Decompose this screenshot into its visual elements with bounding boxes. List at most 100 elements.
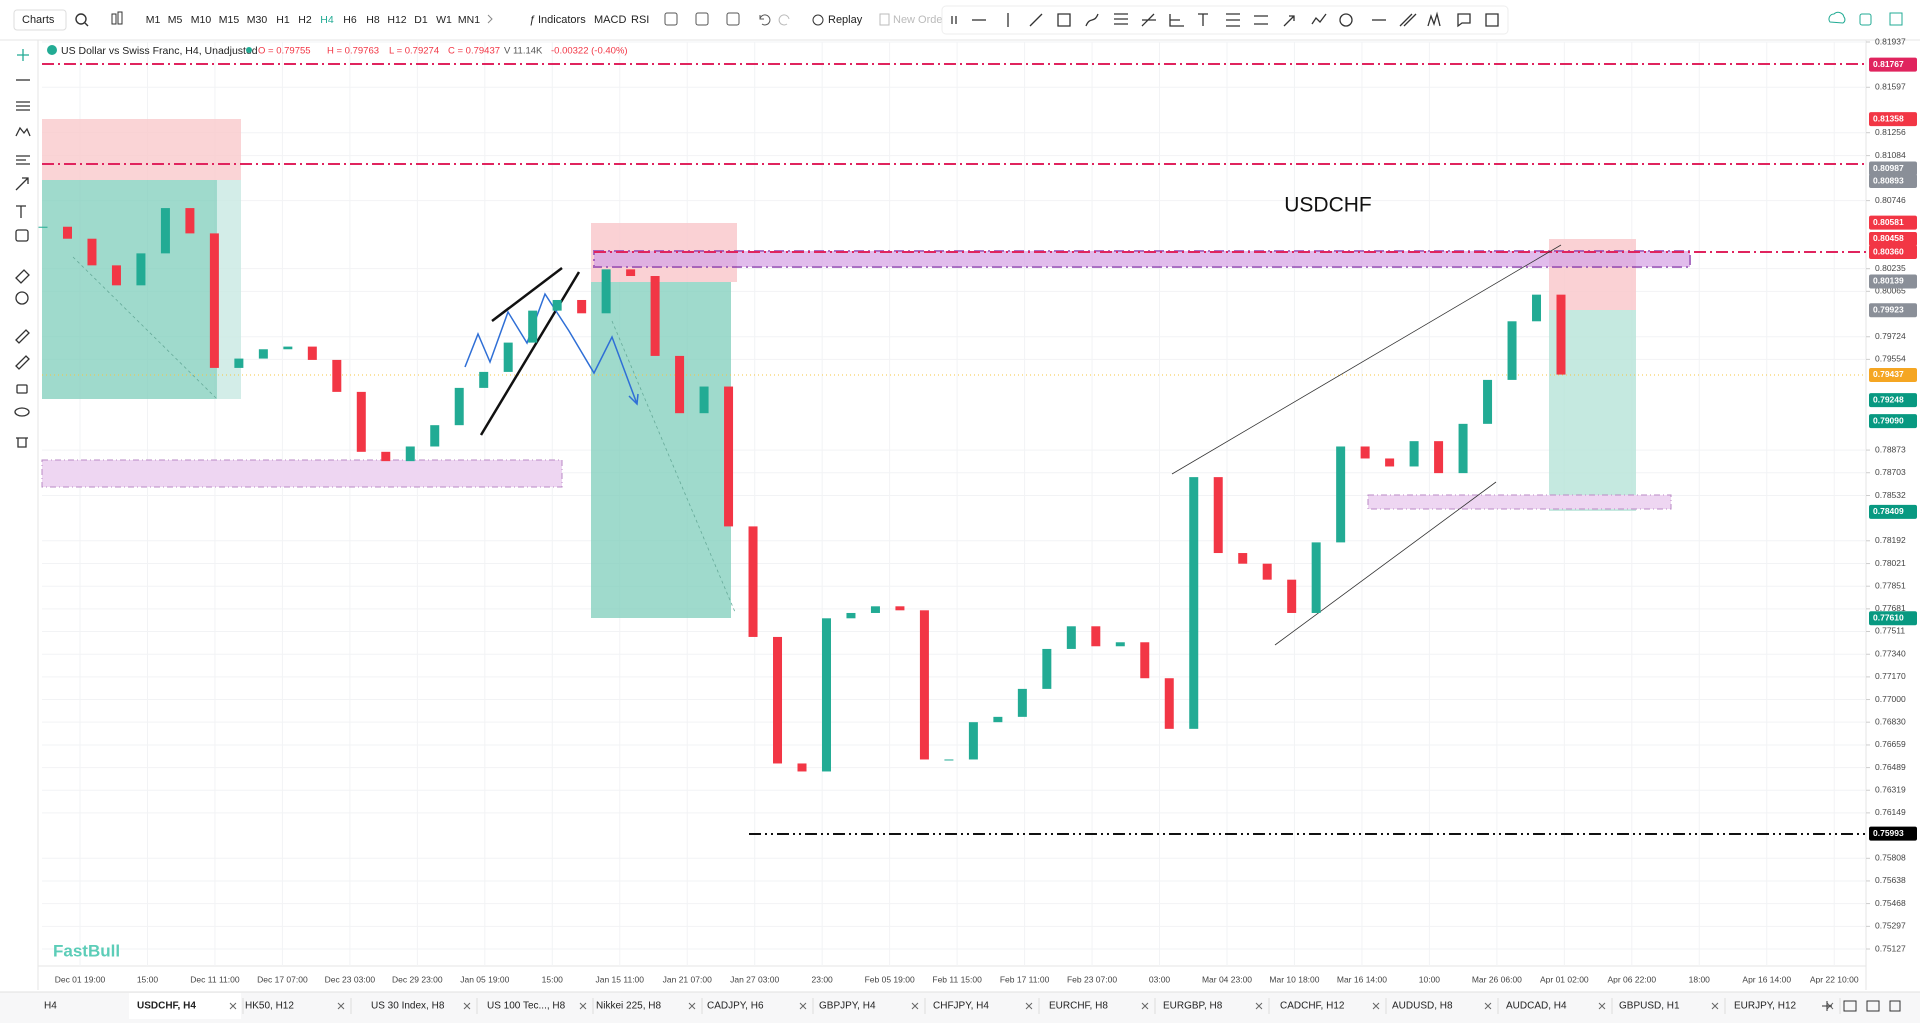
tab-label[interactable]: CADCHF, H12 bbox=[1280, 1001, 1345, 1012]
timeframe-button[interactable]: M30 bbox=[247, 14, 268, 26]
tab-close[interactable] bbox=[1372, 1002, 1380, 1010]
rsi-button[interactable]: RSI bbox=[631, 14, 649, 26]
timeframe-button[interactable]: M10 bbox=[191, 14, 212, 26]
charts-button[interactable] bbox=[13, 9, 67, 31]
tab-close[interactable] bbox=[799, 1002, 807, 1010]
tab-label[interactable]: GBPUSD, H1 bbox=[1619, 1001, 1680, 1012]
drawing-tool[interactable] bbox=[1198, 13, 1208, 26]
tab-close[interactable] bbox=[579, 1002, 587, 1010]
add-tab[interactable] bbox=[1822, 1001, 1832, 1011]
emoji-tool[interactable] bbox=[15, 229, 29, 242]
fib-tool[interactable] bbox=[16, 101, 30, 111]
timeframe-button[interactable]: M5 bbox=[168, 14, 183, 26]
indicators-button[interactable]: Indicators bbox=[538, 14, 586, 26]
drawing-tool[interactable] bbox=[951, 16, 957, 24]
cloud-icon[interactable] bbox=[1828, 11, 1846, 24]
split-toggle[interactable] bbox=[1866, 1000, 1880, 1012]
drawing-tool[interactable] bbox=[1485, 13, 1499, 27]
candle bbox=[136, 253, 146, 286]
tab-close[interactable] bbox=[1255, 1002, 1263, 1010]
hide-tool[interactable] bbox=[14, 407, 30, 417]
redo-icon[interactable] bbox=[778, 14, 790, 26]
brush-tool[interactable] bbox=[15, 355, 30, 370]
drawing-tool[interactable] bbox=[1226, 13, 1240, 27]
tab-label[interactable]: CADJPY, H6 bbox=[707, 1001, 764, 1012]
delete-tool[interactable] bbox=[16, 437, 28, 448]
forecast-tool[interactable] bbox=[16, 155, 30, 165]
timeframe-button[interactable]: M15 bbox=[219, 14, 240, 26]
fullscreen-icon[interactable] bbox=[1889, 12, 1903, 26]
tab-label[interactable]: HK50, H12 bbox=[245, 1001, 294, 1012]
alert-icon[interactable] bbox=[695, 12, 709, 26]
timeframe-button[interactable]: H4 bbox=[320, 14, 334, 26]
drawing-tool[interactable] bbox=[1029, 13, 1043, 27]
drawing-tool[interactable] bbox=[1085, 13, 1099, 27]
timeframe-button[interactable]: H1 bbox=[276, 14, 290, 26]
pattern-tool[interactable] bbox=[15, 126, 31, 137]
timeframe-button[interactable]: H12 bbox=[387, 14, 406, 26]
layout-toggle[interactable] bbox=[1843, 1000, 1857, 1012]
tab-label[interactable]: EURCHF, H8 bbox=[1049, 1001, 1108, 1012]
timeframe-button[interactable]: H2 bbox=[298, 14, 312, 26]
tab-close[interactable] bbox=[1484, 1002, 1492, 1010]
tab-close[interactable] bbox=[229, 1002, 237, 1010]
tab-close[interactable] bbox=[1711, 1002, 1719, 1010]
arrow-tool[interactable] bbox=[15, 177, 29, 191]
drawing-tool[interactable] bbox=[1311, 13, 1327, 25]
tab-label[interactable]: GBPJPY, H4 bbox=[819, 1001, 876, 1012]
tab-close[interactable] bbox=[688, 1002, 696, 1010]
tab-close[interactable] bbox=[911, 1002, 919, 1010]
tab-close[interactable] bbox=[1025, 1002, 1033, 1010]
expand-toggle[interactable] bbox=[1889, 1000, 1901, 1012]
layout-icon[interactable] bbox=[664, 12, 678, 26]
text-tool[interactable] bbox=[16, 205, 26, 218]
ruler-tool[interactable] bbox=[15, 269, 30, 284]
tab-close[interactable] bbox=[1598, 1002, 1606, 1010]
tab-label[interactable]: AUDUSD, H8 bbox=[1392, 1001, 1453, 1012]
chart-type-icon[interactable] bbox=[111, 13, 117, 25]
timeframe-button[interactable]: W1 bbox=[436, 14, 452, 26]
tab-label[interactable]: EURGBP, H8 bbox=[1163, 1001, 1223, 1012]
timeframe-button[interactable]: H8 bbox=[366, 14, 380, 26]
zoom-tool[interactable] bbox=[15, 291, 29, 305]
timeframe-button[interactable]: MN1 bbox=[458, 14, 480, 26]
drawing-tool[interactable] bbox=[1283, 15, 1295, 27]
undo-icon[interactable] bbox=[759, 14, 771, 26]
tab-label[interactable]: CHFJPY, H4 bbox=[933, 1001, 989, 1012]
share-icon[interactable] bbox=[1859, 13, 1872, 26]
tab-label[interactable]: USDCHF, H4 bbox=[137, 1001, 196, 1012]
tf-dropdown[interactable] bbox=[487, 14, 493, 24]
drawing-tool[interactable] bbox=[1254, 15, 1268, 25]
timeframe-button[interactable]: D1 bbox=[414, 14, 428, 26]
tab-label[interactable]: EURJPY, H12 bbox=[1734, 1001, 1797, 1012]
tab-label[interactable]: US 100 Tec..., H8 bbox=[487, 1001, 566, 1012]
timeframe-button[interactable]: M1 bbox=[146, 14, 161, 26]
tab-label[interactable]: Nikkei 225, H8 bbox=[596, 1001, 661, 1012]
crosshair-tool[interactable] bbox=[17, 49, 29, 61]
drawing-tool[interactable] bbox=[1457, 13, 1471, 28]
tab-label[interactable]: AUDCAD, H4 bbox=[1506, 1001, 1567, 1012]
timeframe-button[interactable]: H6 bbox=[343, 14, 357, 26]
tab-close[interactable] bbox=[463, 1002, 471, 1010]
tab-label[interactable]: US 30 Index, H8 bbox=[371, 1001, 445, 1012]
tab-close[interactable] bbox=[337, 1002, 345, 1010]
drawing-tool[interactable] bbox=[1057, 13, 1071, 27]
macd-button[interactable]: MACD bbox=[594, 14, 626, 26]
drawing-tool[interactable] bbox=[1399, 13, 1417, 27]
x-tick-label: Feb 23 07:00 bbox=[1067, 974, 1117, 984]
replay-button[interactable]: Replay bbox=[828, 14, 863, 26]
tab-label[interactable]: H4 bbox=[44, 1001, 57, 1012]
tab-close[interactable] bbox=[1141, 1002, 1149, 1010]
search-icon[interactable] bbox=[75, 13, 87, 25]
drawing-tool[interactable] bbox=[1339, 13, 1353, 27]
lock-tool[interactable] bbox=[16, 384, 28, 394]
drawing-tool[interactable] bbox=[1141, 13, 1156, 27]
new-order-button[interactable]: New Order bbox=[893, 14, 947, 26]
drawing-tool[interactable] bbox=[1114, 13, 1128, 25]
drawing-tool[interactable] bbox=[1427, 11, 1441, 27]
calendar-icon[interactable] bbox=[726, 12, 740, 26]
draw-mode-tool[interactable] bbox=[15, 329, 30, 344]
drawing-tool[interactable] bbox=[1169, 14, 1184, 27]
x-tick-label: Feb 11 15:00 bbox=[932, 974, 982, 984]
